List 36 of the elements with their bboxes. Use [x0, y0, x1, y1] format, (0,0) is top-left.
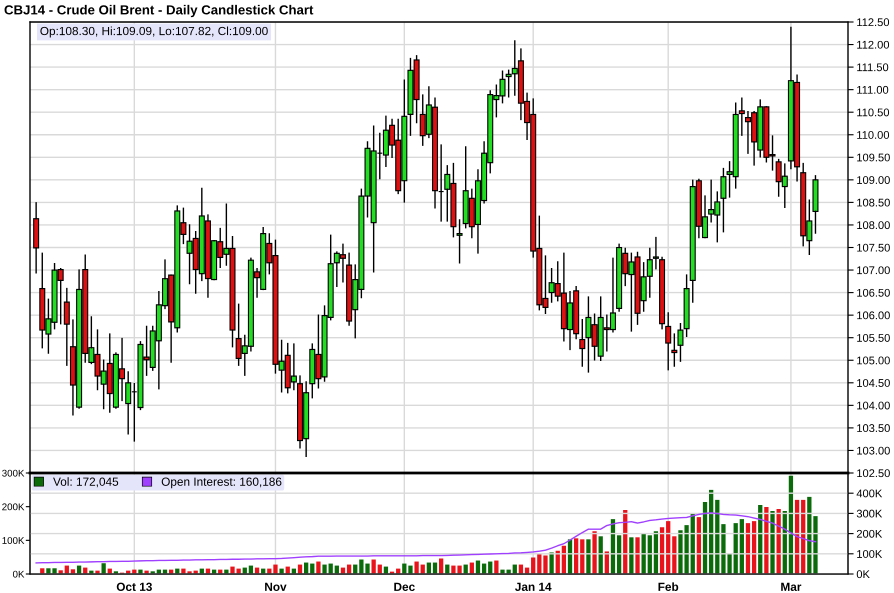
y2-tick-label: 400K: [856, 489, 882, 498]
x-tick-label: Oct 13: [116, 582, 152, 592]
x-tick-label: Nov: [265, 582, 287, 592]
y-tick-label: 100K: [2, 537, 24, 544]
y-tick-label: 110.00: [857, 131, 890, 139]
y-tick-label: 106.50: [857, 288, 890, 297]
y-tick-label: 200K: [2, 503, 24, 510]
y-tick-label: 110.50: [857, 108, 890, 116]
x-tick-label: Mar: [781, 582, 802, 592]
y-tick-label: 108.50: [857, 198, 890, 207]
y-tick-label: 111.00: [857, 86, 888, 94]
y-tick-label: 108.00: [857, 221, 890, 230]
y-tick-label: 0K: [12, 570, 24, 578]
y-tick-label: 104.50: [857, 379, 890, 387]
y-tick-label: 105.00: [857, 356, 890, 364]
x-tick-label: Jan 14: [515, 582, 552, 592]
y-tick-label: 105.50: [857, 334, 890, 342]
legend-label: Vol: 172,045: [53, 477, 118, 488]
y-tick-label: 300K: [2, 470, 24, 477]
chart-title: CBJ14 - Crude Oil Brent - Daily Candlestick Chart: [4, 4, 314, 18]
y-tick-label: 112.00: [857, 40, 890, 49]
annotation: Op:108.30, Hi:109.09, Lo:107.82, Cl:109.00: [40, 26, 268, 38]
x-tick-label: Dec: [394, 582, 415, 592]
legend-label: Open Interest: 160,186: [162, 478, 282, 488]
x-tick-label: Feb: [658, 582, 678, 592]
y-tick-label: 103.00: [857, 446, 890, 455]
y-tick-label: 112.50: [857, 18, 890, 26]
y-tick-label: 109.50: [857, 154, 890, 162]
y-tick-label: 102.50: [857, 469, 890, 478]
y-tick-label: 107.50: [857, 244, 890, 252]
y-tick-label: 109.00: [857, 176, 890, 184]
y-tick-label: 104.00: [857, 402, 890, 410]
y-tick-label: 107.00: [857, 266, 890, 274]
y-tick-label: 103.50: [857, 424, 890, 432]
y-tick-label: 111.50: [857, 63, 888, 72]
y-tick-label: 106.00: [857, 311, 890, 320]
